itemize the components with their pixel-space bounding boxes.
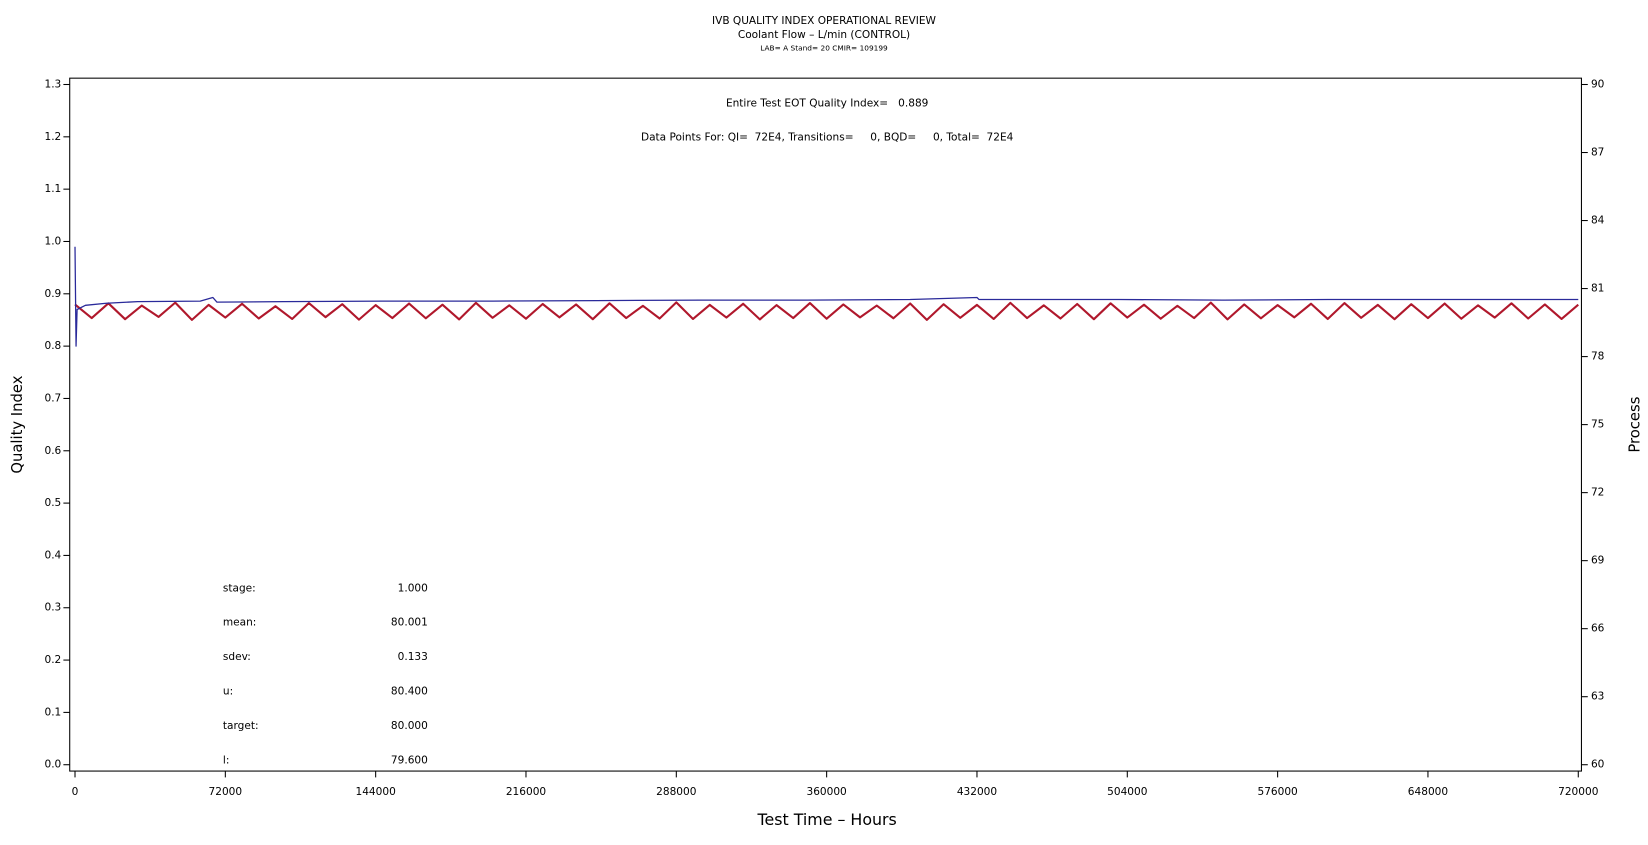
y-tick-label: 1.1 bbox=[44, 183, 61, 195]
y2-axis-label: Process bbox=[1626, 397, 1643, 453]
chart-title: IVB QUALITY INDEX OPERATIONAL REVIEW bbox=[712, 15, 937, 27]
y2-tick-label: 72 bbox=[1591, 487, 1604, 499]
x-tick-label: 576000 bbox=[1257, 786, 1298, 798]
x-tick-label: 0 bbox=[72, 786, 79, 798]
stat-label: l: bbox=[223, 755, 229, 767]
y-tick-label: 0.5 bbox=[44, 497, 61, 509]
y-tick-label: 0.8 bbox=[44, 340, 61, 352]
y2-tick-label: 69 bbox=[1591, 555, 1604, 567]
plot-frame bbox=[69, 77, 1582, 772]
x-tick-label: 648000 bbox=[1408, 786, 1449, 798]
x-tick-label: 144000 bbox=[356, 786, 397, 798]
x-tick-label: 72000 bbox=[209, 786, 243, 798]
y-tick-label: 0.7 bbox=[44, 392, 61, 404]
x-tick-label: 288000 bbox=[656, 786, 697, 798]
y-tick-label: 0.9 bbox=[44, 288, 61, 300]
y-tick-label: 0.1 bbox=[44, 706, 61, 718]
y2-tick-label: 90 bbox=[1591, 79, 1605, 91]
stat-value: 79.600 bbox=[391, 755, 428, 767]
chart-subtitle: Coolant Flow – L/min (CONTROL) bbox=[738, 29, 910, 41]
x-tick-label: 504000 bbox=[1107, 786, 1148, 798]
x-tick-label: 216000 bbox=[506, 786, 547, 798]
y-tick-label: 0.0 bbox=[44, 759, 61, 771]
y2-tick-label: 81 bbox=[1591, 283, 1604, 295]
stat-value: 80.000 bbox=[391, 720, 428, 732]
stat-value: 0.133 bbox=[398, 651, 428, 663]
y-tick-label: 1.2 bbox=[44, 131, 61, 143]
stat-value: 1.000 bbox=[398, 582, 428, 594]
y2-tick-label: 87 bbox=[1591, 147, 1604, 159]
y-tick-label: 0.4 bbox=[44, 549, 61, 561]
y-tick-label: 0.3 bbox=[44, 602, 61, 614]
stat-value: 80.001 bbox=[391, 617, 428, 629]
x-tick-label: 360000 bbox=[807, 786, 848, 798]
annotation: Entire Test EOT Quality Index= 0.889 bbox=[726, 98, 928, 110]
y-axis-label: Quality Index bbox=[9, 375, 26, 473]
annotation: Data Points For: QI= 72E4, Transitions= … bbox=[641, 131, 1014, 143]
y2-tick-label: 66 bbox=[1591, 623, 1605, 635]
data-line bbox=[74, 301, 1579, 321]
stat-label: stage: bbox=[223, 582, 256, 594]
y2-tick-label: 75 bbox=[1591, 419, 1604, 431]
x-tick-label: 432000 bbox=[957, 786, 998, 798]
chart-subtitle: LAB= A Stand= 20 CMIR= 109199 bbox=[760, 44, 888, 53]
x-tick-label: 720000 bbox=[1558, 786, 1599, 798]
stat-label: mean: bbox=[223, 617, 256, 629]
stat-label: u: bbox=[223, 686, 233, 698]
y2-tick-label: 84 bbox=[1591, 215, 1605, 227]
y2-tick-label: 78 bbox=[1591, 351, 1604, 363]
y2-tick-label: 60 bbox=[1591, 759, 1605, 771]
y-tick-label: 0.6 bbox=[44, 445, 61, 457]
y2-tick-label: 63 bbox=[1591, 691, 1604, 703]
stat-label: target: bbox=[223, 720, 259, 732]
y-tick-label: 1.0 bbox=[44, 235, 61, 247]
y-tick-label: 1.3 bbox=[44, 79, 61, 91]
x-axis-label: Test Time – Hours bbox=[757, 810, 897, 829]
stat-label: sdev: bbox=[223, 651, 251, 663]
y-tick-label: 0.2 bbox=[44, 654, 61, 666]
stat-value: 80.400 bbox=[391, 686, 428, 698]
data-line bbox=[74, 246, 1579, 347]
